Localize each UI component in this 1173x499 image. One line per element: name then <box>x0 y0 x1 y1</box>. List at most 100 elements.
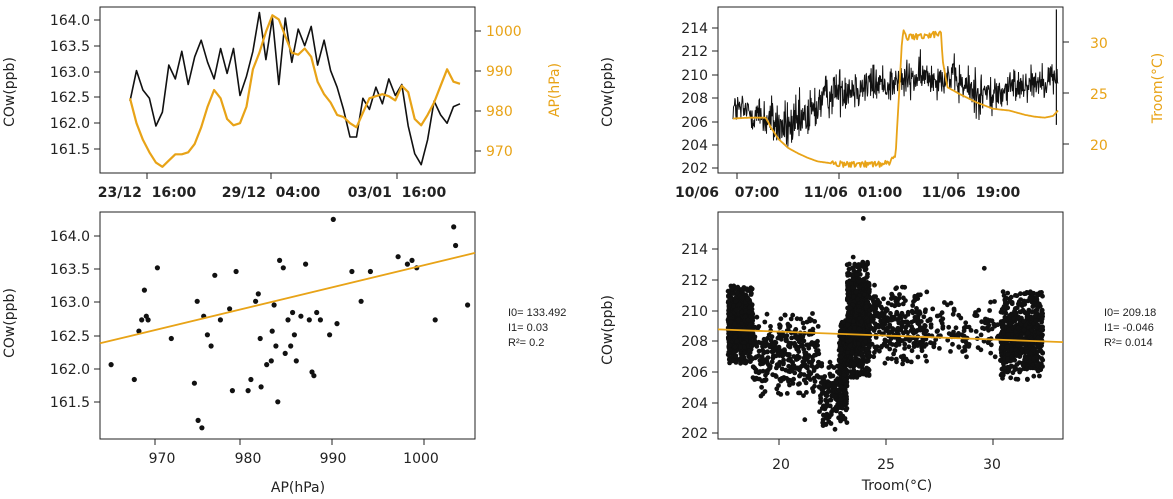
data-point <box>838 346 844 352</box>
data-point <box>1006 327 1012 333</box>
data-point <box>864 359 870 364</box>
data-point <box>973 313 978 318</box>
data-point <box>871 299 877 305</box>
data-point <box>937 346 942 351</box>
data-point <box>746 324 752 330</box>
y-tick-label: 162.0 <box>50 116 90 132</box>
data-point <box>774 386 780 392</box>
x-axis: 23/12 16:00 29/12 04:00 03/01 16:00 <box>98 173 446 201</box>
data-point <box>766 342 771 348</box>
data-point <box>1018 309 1024 315</box>
data-point <box>764 360 770 366</box>
data-point <box>800 320 806 326</box>
data-point <box>908 359 914 365</box>
y-tick-label: 210 <box>681 68 708 84</box>
data-point <box>863 304 869 309</box>
data-point <box>838 323 844 329</box>
data-point <box>871 328 877 333</box>
data-point <box>924 289 930 295</box>
stat-slope: I1= 0.03 <box>508 322 548 334</box>
data-point <box>733 307 739 313</box>
data-point <box>846 261 852 267</box>
data-point <box>933 337 939 342</box>
data-point <box>762 319 768 325</box>
data-point <box>761 336 767 342</box>
data-point <box>915 354 921 360</box>
data-point <box>879 343 885 349</box>
data-point <box>845 295 850 301</box>
data-point <box>1031 373 1037 379</box>
y-tick-label: 202 <box>681 161 708 177</box>
y2-tick-label: 1000 <box>486 24 522 40</box>
x-tick-label: 23/12 16:00 <box>98 185 197 201</box>
data-point <box>771 342 777 348</box>
x-tick-label: 11/06 19:00 <box>922 185 1021 201</box>
plot-frame <box>99 211 476 440</box>
data-point <box>856 285 862 290</box>
data-point <box>314 309 320 316</box>
data-point <box>787 323 793 329</box>
data-point <box>850 302 856 308</box>
data-point <box>778 316 784 322</box>
data-point <box>841 320 847 325</box>
plot-frame <box>717 6 1064 174</box>
data-point <box>827 359 833 365</box>
data-point <box>770 355 776 361</box>
data-point <box>872 344 878 350</box>
data-point <box>869 305 875 311</box>
y-axis-left: 164.0 163.5 163.0 162.5 162.0 161.5 COw(… <box>2 13 100 158</box>
data-point <box>818 393 823 399</box>
data-point <box>745 288 750 293</box>
data-point <box>1024 313 1030 319</box>
data-point <box>848 355 854 360</box>
x-axis: 20 25 30 Troom(°C) <box>772 439 1001 494</box>
data-point <box>728 319 734 325</box>
data-point <box>775 335 781 341</box>
data-point <box>992 354 998 360</box>
data-point <box>1015 376 1021 382</box>
y-axis-label: COw(ppb) <box>2 288 18 358</box>
data-point <box>739 320 744 326</box>
data-point <box>888 336 894 341</box>
data-point <box>194 298 200 304</box>
data-point <box>819 375 824 380</box>
data-point <box>727 312 733 317</box>
data-point <box>768 338 774 343</box>
data-point <box>757 376 762 382</box>
data-point <box>968 328 974 333</box>
data-point <box>395 254 401 260</box>
data-point <box>367 268 373 275</box>
data-point <box>859 364 865 370</box>
data-point <box>739 295 745 301</box>
data-point <box>334 321 340 327</box>
panel-cow-vs-ap-scatter: 164.0 163.5 163.0 162.5 162.0 161.5 COw(… <box>2 211 566 496</box>
y-tick-label: 206 <box>681 365 708 381</box>
data-point <box>841 372 847 378</box>
data-point <box>779 366 785 372</box>
data-point <box>867 323 872 328</box>
data-point <box>229 388 235 394</box>
data-point <box>1021 327 1027 333</box>
data-point <box>764 311 770 317</box>
fit-stats: I0= 209.18 I1= -0.046 R²= 0.014 <box>1104 307 1156 349</box>
data-point <box>910 303 916 308</box>
data-point <box>806 374 812 379</box>
data-point <box>1008 375 1014 381</box>
data-point <box>136 328 142 334</box>
data-point <box>782 312 788 318</box>
data-point <box>804 390 809 395</box>
data-point <box>253 298 259 304</box>
data-point <box>732 321 737 327</box>
regression-line <box>717 328 1064 343</box>
data-point <box>820 423 826 428</box>
data-point <box>1017 354 1023 359</box>
data-point <box>1000 289 1006 295</box>
data-point <box>812 379 818 384</box>
data-point <box>255 291 261 297</box>
data-point <box>838 328 844 334</box>
data-point <box>797 381 802 386</box>
data-point <box>780 332 786 338</box>
data-point <box>781 361 786 367</box>
data-point <box>1033 318 1039 323</box>
data-point <box>830 407 836 413</box>
